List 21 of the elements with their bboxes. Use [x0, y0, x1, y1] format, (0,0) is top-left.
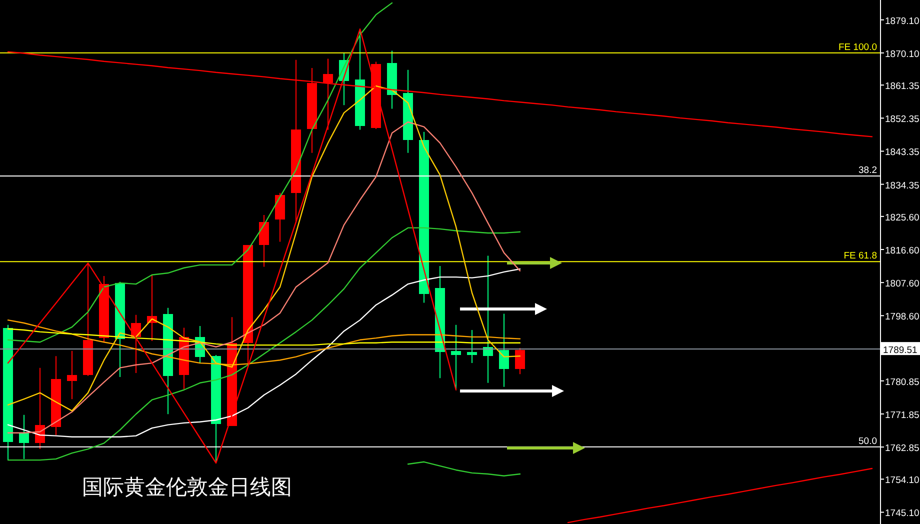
- annotation: 38.2: [858, 165, 877, 176]
- ref-line-label: FE 61.8: [844, 250, 877, 262]
- y-tick-label: 1816.60: [885, 246, 920, 257]
- y-tick-label: 1762.85: [885, 443, 920, 454]
- y-tick-label: 1852.35: [885, 114, 920, 126]
- annotation: 50.0: [858, 436, 877, 447]
- y-tick-label: 1807.60: [885, 278, 920, 290]
- y-tick-label: 1745.10: [885, 508, 920, 520]
- text: 国际黄金伦敦金日线图: [82, 476, 292, 499]
- y-tick-label: 1843.35: [885, 147, 920, 158]
- y-tick-label: 1879.10: [885, 16, 920, 27]
- y-tick-label: 1754.10: [885, 475, 920, 486]
- y-tick-label: 1870.10: [885, 48, 920, 60]
- y-tick-label: 1825.60: [885, 212, 920, 224]
- y-tick-label: 1780.85: [885, 376, 920, 388]
- y-tick-label: 1771.85: [885, 410, 920, 421]
- ref-line-label: FE 100.0: [838, 42, 877, 53]
- y-tick-label: 1861.35: [885, 81, 920, 92]
- y-tick-label: 1834.35: [885, 180, 920, 192]
- ref-line-label: 1789.51: [883, 345, 918, 356]
- y-tick-label: 1798.60: [885, 312, 920, 323]
